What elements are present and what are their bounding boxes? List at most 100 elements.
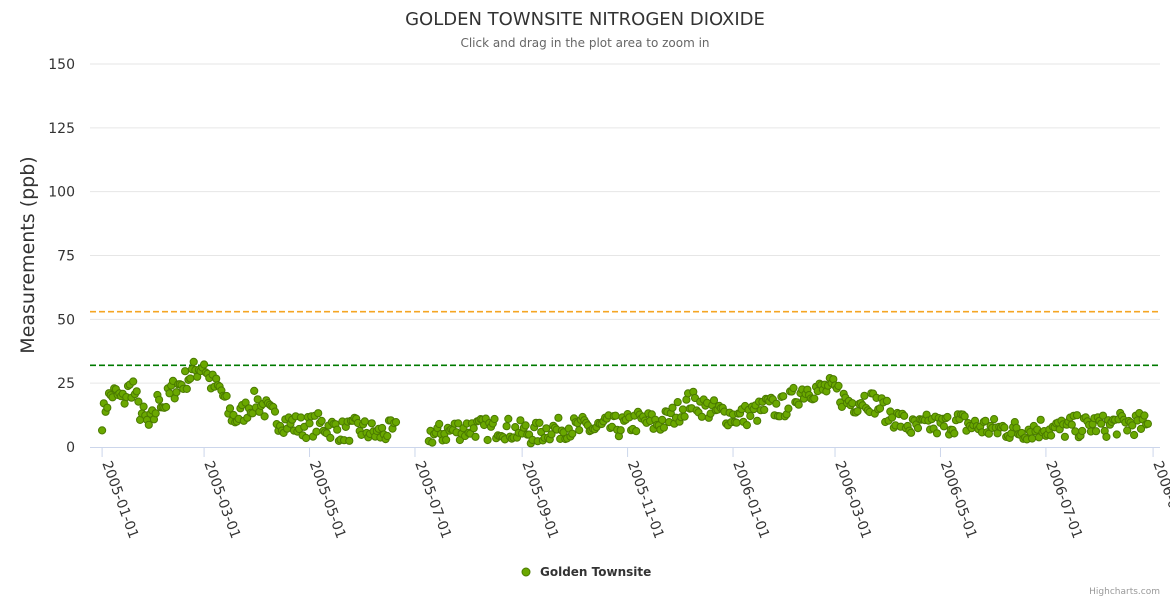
data-point[interactable] (1072, 411, 1082, 420)
data-point[interactable] (391, 418, 401, 427)
data-point[interactable] (1067, 420, 1076, 429)
legend-label[interactable]: Golden Townsite (540, 565, 651, 579)
data-point[interactable] (302, 433, 311, 443)
data-point[interactable] (673, 398, 682, 407)
data-point[interactable] (98, 426, 107, 435)
data-point[interactable] (1028, 434, 1037, 443)
data-point[interactable] (132, 387, 141, 396)
data-point[interactable] (253, 395, 262, 404)
data-point[interactable] (186, 374, 195, 383)
data-point[interactable] (981, 416, 990, 425)
data-point[interactable] (360, 417, 369, 426)
data-point[interactable] (746, 411, 755, 421)
data-point[interactable] (848, 399, 857, 408)
data-point[interactable] (1130, 430, 1139, 440)
data-point[interactable] (709, 396, 719, 405)
data-point[interactable] (139, 402, 148, 411)
data-point[interactable] (834, 381, 843, 390)
data-point[interactable] (1000, 423, 1009, 432)
data-point[interactable] (900, 411, 909, 420)
data-point[interactable] (860, 391, 869, 400)
data-point[interactable] (1112, 430, 1121, 439)
legend-marker[interactable] (521, 567, 531, 577)
data-point[interactable] (810, 394, 819, 403)
data-point[interactable] (659, 423, 669, 432)
data-point[interactable] (250, 386, 259, 395)
data-point[interactable] (611, 411, 620, 420)
data-point[interactable] (454, 419, 463, 428)
data-point[interactable] (1102, 432, 1111, 441)
data-point[interactable] (1143, 419, 1153, 428)
data-point[interactable] (697, 412, 707, 421)
data-point[interactable] (314, 409, 323, 418)
data-point[interactable] (732, 418, 741, 427)
legend[interactable]: Golden Townsite (521, 565, 651, 579)
data-point[interactable] (742, 421, 752, 430)
data-point[interactable] (794, 400, 803, 409)
data-point[interactable] (568, 429, 577, 438)
data-point[interactable] (772, 399, 781, 408)
data-point[interactable] (260, 412, 269, 421)
data-point[interactable] (1136, 424, 1146, 433)
data-point[interactable] (943, 412, 952, 422)
data-point[interactable] (151, 409, 160, 418)
data-point[interactable] (990, 415, 999, 424)
data-point[interactable] (554, 413, 563, 422)
data-point[interactable] (144, 420, 153, 429)
data-point[interactable] (367, 419, 376, 428)
data-point[interactable] (1060, 432, 1070, 441)
data-point[interactable] (632, 427, 641, 436)
data-point[interactable] (222, 391, 231, 401)
data-point[interactable] (535, 418, 544, 427)
data-point[interactable] (521, 421, 530, 430)
data-point[interactable] (181, 367, 190, 376)
data-point[interactable] (1097, 419, 1106, 428)
data-point[interactable] (789, 383, 798, 393)
data-point[interactable] (516, 416, 525, 425)
data-point[interactable] (129, 377, 138, 386)
data-point[interactable] (504, 414, 513, 423)
data-point[interactable] (760, 405, 769, 414)
data-point[interactable] (305, 419, 314, 428)
data-point[interactable] (960, 412, 969, 421)
data-point[interactable] (435, 419, 444, 429)
data-point[interactable] (270, 407, 280, 416)
data-point[interactable] (616, 426, 625, 435)
data-point[interactable] (428, 438, 437, 447)
data-point[interactable] (913, 424, 923, 433)
data-point[interactable] (469, 424, 478, 433)
data-point[interactable] (225, 404, 235, 413)
data-point[interactable] (182, 384, 191, 393)
data-point[interactable] (939, 422, 949, 431)
data-point[interactable] (134, 397, 143, 406)
data-point[interactable] (1036, 415, 1045, 424)
data-point[interactable] (162, 402, 171, 412)
data-point[interactable] (1047, 431, 1056, 440)
data-point[interactable] (1140, 411, 1149, 420)
data-point[interactable] (502, 422, 511, 431)
data-point[interactable] (779, 392, 788, 401)
data-point[interactable] (1098, 411, 1108, 420)
data-point[interactable] (932, 429, 942, 438)
data-point[interactable] (853, 407, 862, 416)
data-point[interactable] (1123, 426, 1132, 435)
data-point[interactable] (575, 426, 584, 435)
data-point[interactable] (1078, 426, 1087, 436)
data-point[interactable] (678, 405, 688, 414)
data-point[interactable] (547, 430, 556, 439)
data-point[interactable] (542, 424, 551, 433)
data-point[interactable] (875, 404, 885, 413)
data-point[interactable] (490, 414, 499, 424)
data-point[interactable] (333, 425, 342, 434)
data-point[interactable] (200, 360, 209, 369)
data-point[interactable] (784, 404, 793, 413)
data-point[interactable] (471, 432, 480, 441)
data-point[interactable] (1091, 427, 1101, 436)
data-point[interactable] (326, 433, 335, 442)
data-point[interactable] (882, 396, 892, 405)
data-point[interactable] (753, 416, 762, 425)
data-point[interactable] (345, 436, 354, 445)
data-point[interactable] (442, 435, 451, 444)
